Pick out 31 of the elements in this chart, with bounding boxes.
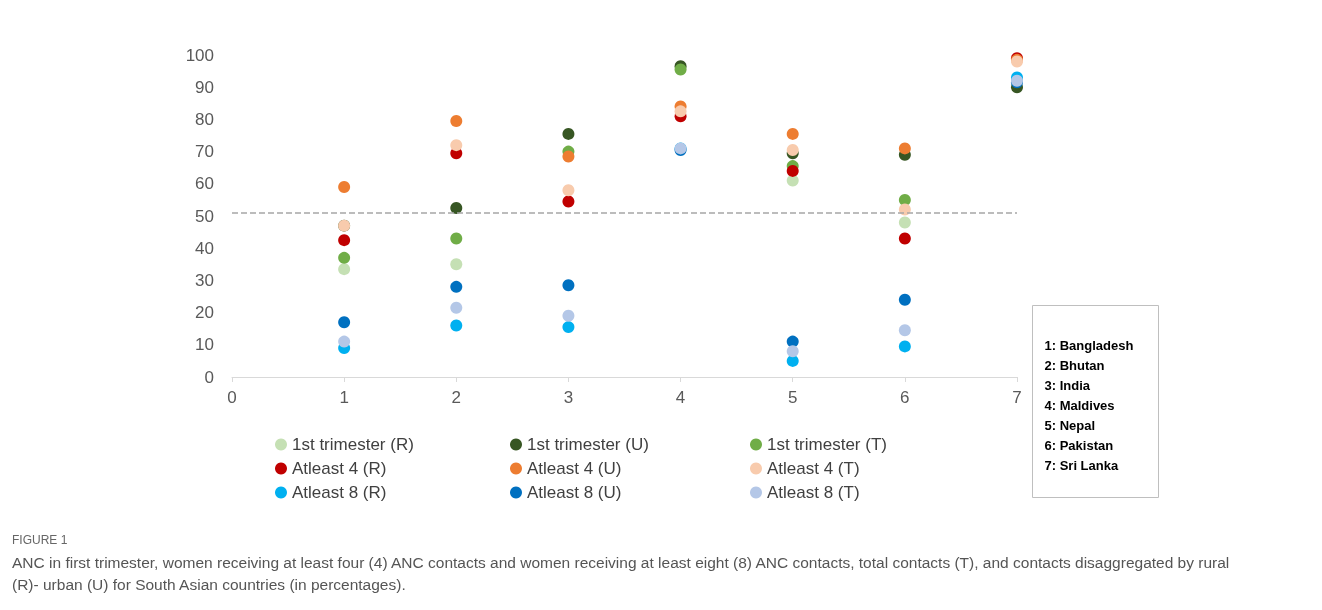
x-tick-label: 2	[451, 388, 462, 407]
legend-label: Atleast 4 (T)	[767, 459, 860, 478]
y-tick-label: 100	[185, 45, 214, 65]
y-tick-label: 70	[195, 142, 214, 162]
caption: FIGURE 1	[12, 533, 68, 547]
y-tick-label: 50	[195, 206, 214, 226]
x-tick-label: 0	[227, 388, 237, 407]
legend-label: Atleast 8 (R)	[292, 483, 387, 502]
y-tick-label: 10	[195, 335, 214, 355]
y-tick-label: 80	[195, 109, 214, 129]
text: 1: Bangladesh 2: Bhutan 3: India 4: Maldives 5: Nepal 6: Pakistan 7: Sri Lanka	[1044, 338, 1134, 473]
y-tick-label: 90	[195, 77, 214, 97]
y-tick-label: 60	[195, 174, 214, 194]
legend-label: Atleast 4 (U)	[527, 459, 622, 478]
legend-label: Atleast 8 (U)	[527, 483, 622, 502]
legend-label: 1st trimester (T)	[767, 435, 887, 454]
y-tick-label: 20	[195, 303, 214, 323]
legend-label: 1st trimester (R)	[292, 435, 414, 454]
legend-label: Atleast 8 (T)	[767, 483, 860, 502]
text: ANC in first trimester, women receiving at least four (4) ANC contacts and women receiving at least eight (8) ANC contacts, total contacts (T), and contacts disaggregated by rural (R)- urban (U) for South Asian countries (in percentages).	[12, 553, 1234, 593]
legend-label: 1st trimester (U)	[527, 435, 649, 454]
y-tick-label: 30	[195, 270, 214, 290]
x-tick-label: 1	[339, 388, 349, 407]
y-tick-label: 0	[204, 367, 214, 387]
x-tick-label: 6	[900, 388, 910, 407]
x-tick-label: 3	[563, 388, 574, 407]
y-tick-label: 40	[195, 238, 214, 258]
x-tick-label: 5	[787, 388, 798, 407]
x-tick-label: 7	[1012, 388, 1022, 407]
legend-label: Atleast 4 (R)	[292, 459, 387, 478]
x-tick-label: 4	[675, 388, 686, 407]
